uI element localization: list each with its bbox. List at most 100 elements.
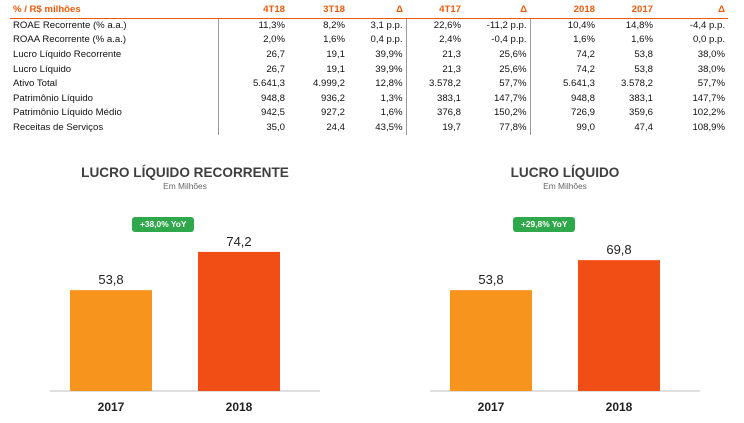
table-cell: 927,2 [320,107,345,119]
table-row: Lucro Líquido Recorrente 26,7 19,1 39,9% 21,… [10,47,728,63]
bar-2018 [198,251,280,391]
table-cell: 74,2 [576,63,595,75]
table-cell: 39,9% [348,47,407,63]
table-header-cell: 4T18 [218,3,288,19]
table-cell: 26,7 [266,49,285,61]
row-label: ROAA Recorrente (% a.a.) [10,33,219,48]
table-cell: 942,5 [260,107,285,119]
table-cell: 14,8% [625,19,653,31]
table-cell: 3,1 p.p. [348,18,407,34]
table-cell: 2,4% [439,34,461,46]
row-label: Patrimônio Líquido Médio [10,106,219,121]
table-cell: 948,8 [260,92,285,104]
table-cell: 99,0 [576,122,595,134]
table-row: Receitas de Serviços 35,0 24,4 43,5% 19,7 77,… [10,120,728,136]
table-cell: -11,2 p.p. [464,18,531,34]
chart-subtitle: Em Milhões [543,181,587,191]
table-cell: 1,6% [573,34,595,46]
table-header-cell: 4T17 [406,3,464,19]
table-cell: 948,8 [570,92,595,104]
table-cell: 24,4 [326,122,345,134]
table-cell: 39,9% [348,62,407,77]
table-cell: 5.641,3 [562,78,595,90]
table-header-cell: Δ [656,3,728,19]
table-cell: 19,7 [442,122,461,134]
table-row: ROAE Recorrente (% a.a.) 11,3% 8,2% 3,1 p.p… [10,18,728,34]
yoy-badge: +38,0% YoY [132,217,195,232]
table-cell: 1,3% [348,91,407,107]
row-label: Lucro Líquido Recorrente [10,47,219,63]
table-cell: 38,0% [697,63,725,75]
table-header-cell: 2017 [598,3,656,19]
table-cell: 21,3 [442,63,461,75]
table-cell: 57,7% [464,76,531,92]
category-label: 2017 [98,400,125,414]
table-row: Ativo Total 5.641,3 4.999,2 12,8% 3.578,2 57,… [10,76,728,92]
category-label: 2018 [226,400,253,414]
row-label: Ativo Total [10,76,219,92]
table-cell: 3.578,2 [620,78,653,90]
row-label: Lucro Líquido [10,62,219,77]
chart-title: LUCRO LÍQUIDO RECORRENTE [81,165,289,180]
row-label: Patrimônio Líquido [10,91,219,107]
table-cell: 108,9% [692,122,725,134]
table-cell: 4.999,2 [312,78,345,90]
table-row: Patrimônio Líquido 948,8 936,2 1,3% 383,1 147… [10,91,728,107]
table-cell: 10,4% [567,19,595,31]
table-cell: 19,1 [326,63,345,75]
table-cell: 359,6 [628,107,653,119]
table-cell: 25,6% [464,47,531,63]
table-header-cell: Δ [464,3,530,19]
table-cell: 47,4 [634,122,653,134]
table-cell: 1,6% [348,106,407,121]
table-cell: 1,6% [323,34,345,46]
chart-subtitle: Em Milhões [163,181,207,191]
table-cell: 0,0 p.p. [692,34,725,46]
bar-value-label: 53,8 [478,272,503,287]
table-cell: 12,8% [348,76,407,92]
table-cell: 38,0% [697,49,725,61]
table-cell: 53,8 [634,49,653,61]
chart-title: LUCRO LÍQUIDO [510,165,620,180]
table-cell: 25,6% [464,62,531,77]
table-cell: 383,1 [436,92,461,104]
table-cell: 147,7% [692,92,725,104]
category-label: 2017 [478,400,505,414]
table-cell: 5.641,3 [252,78,285,90]
bar-2017 [450,290,532,391]
table-cell: 53,8 [634,63,653,75]
category-label: 2018 [606,400,633,414]
table-cell: 147,7% [464,91,531,107]
table-cell: -4,4 p.p. [689,19,725,31]
bar-2018 [578,260,660,391]
table-cell: 0,4 p.p. [348,33,407,48]
table-cell: 21,3 [442,49,461,61]
table-header-cell: 2018 [530,3,598,19]
table-cell: 26,7 [266,63,285,75]
bar-chart-svg: 53,8 2017 74,2 2018 [50,234,320,414]
chart-lucro-liquido-recorrente: LUCRO LÍQUIDO RECORRENTE Em Milhões +38,… [40,160,330,420]
yoy-badge: +29,8% YoY [513,217,576,232]
bar-2017 [70,290,152,391]
table-cell: 11,3% [258,19,286,31]
table-row: Lucro Líquido 26,7 19,1 39,9% 21,3 25,6% 74,2 5… [10,62,728,77]
table-cell: 726,9 [570,107,595,119]
row-label: ROAE Recorrente (% a.a.) [10,18,219,34]
row-label: Receitas de Serviços [10,120,219,136]
table-cell: 74,2 [576,49,595,61]
bar-value-label: 69,8 [606,242,631,257]
table-cell: 150,2% [464,106,531,121]
table-row: ROAA Recorrente (% a.a.) 2,0% 1,6% 0,4 p.p.… [10,33,728,48]
table-cell: 102,2% [692,107,725,119]
table-cell: 2,0% [263,34,285,46]
financial-summary-table: % / R$ milhões 4T18 3T18 Δ 4T17 Δ 2018 2017 Δ RO… [10,3,728,136]
table-cell: 3.578,2 [428,78,461,90]
table-header-row: % / R$ milhões 4T18 3T18 Δ 4T17 Δ 2018 2017 Δ [10,3,728,19]
table-cell: 936,2 [320,92,345,104]
table-cell: 383,1 [628,92,653,104]
table-cell: 376,8 [436,107,461,119]
table-row: Patrimônio Líquido Médio 942,5 927,2 1,6% 37… [10,106,728,121]
table-cell: 57,7% [697,78,725,90]
table-cell: 22,6% [433,19,461,31]
bar-value-label: 74,2 [226,234,251,249]
